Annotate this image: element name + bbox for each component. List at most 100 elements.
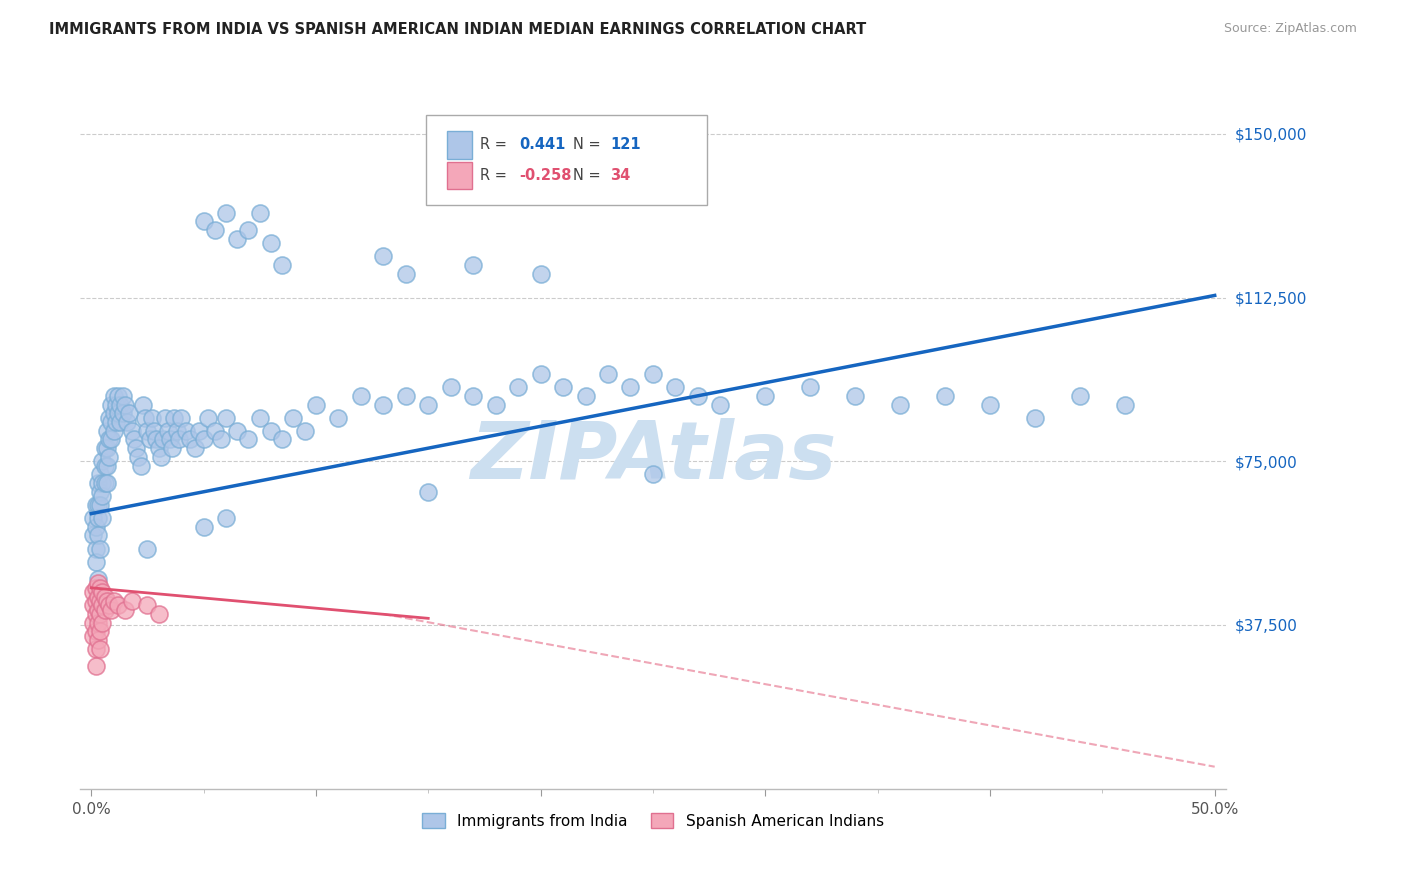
Point [249, 205, 271, 219]
Text: 0.441: 0.441 [519, 136, 565, 152]
Point [183, 441, 205, 455]
Point [136, 599, 159, 613]
Point [84, 498, 107, 512]
Point [84, 624, 107, 639]
Point [118, 406, 141, 420]
Point [529, 267, 551, 281]
Legend: Immigrants from India, Spanish American Indians: Immigrants from India, Spanish American … [416, 806, 890, 835]
Point [271, 258, 294, 272]
Point [82, 528, 104, 542]
Point [96, 594, 118, 608]
Point [170, 410, 193, 425]
Point [328, 410, 350, 425]
Point [197, 410, 219, 425]
Point [193, 433, 215, 447]
Point [103, 424, 125, 438]
Point [136, 541, 159, 556]
Point [82, 599, 104, 613]
Point [103, 406, 125, 420]
Point [238, 223, 260, 237]
Point [844, 389, 866, 403]
Point [84, 519, 107, 533]
Point [125, 441, 148, 455]
Point [82, 511, 104, 525]
Point [111, 389, 134, 403]
Point [350, 389, 373, 403]
Text: Source: ZipAtlas.com: Source: ZipAtlas.com [1223, 22, 1357, 36]
Point [211, 433, 233, 447]
Point [136, 424, 159, 438]
Point [96, 458, 118, 473]
Point [87, 576, 110, 591]
Point [145, 433, 167, 447]
Point [91, 599, 114, 613]
Point [193, 214, 215, 228]
Point [122, 433, 145, 447]
Point [283, 410, 305, 425]
Text: 34: 34 [610, 168, 631, 183]
Point [260, 424, 283, 438]
Text: N =: N = [572, 168, 600, 183]
Point [463, 389, 485, 403]
Point [226, 424, 249, 438]
Point [1069, 389, 1091, 403]
Point [91, 454, 114, 468]
Point [111, 406, 134, 420]
Point [574, 389, 596, 403]
Point [98, 410, 121, 425]
Point [395, 389, 418, 403]
Point [84, 594, 107, 608]
Point [1024, 410, 1046, 425]
Point [93, 458, 115, 473]
Point [89, 641, 111, 656]
Point [93, 476, 115, 491]
Point [96, 476, 118, 491]
Point [121, 594, 143, 608]
Point [141, 410, 163, 425]
Point [395, 267, 418, 281]
Text: 121: 121 [610, 136, 641, 152]
Point [163, 410, 186, 425]
Point [96, 441, 118, 455]
Point [148, 441, 170, 455]
Point [91, 489, 114, 503]
Point [215, 410, 238, 425]
Point [129, 458, 152, 473]
Point [89, 581, 111, 595]
Point [84, 607, 107, 621]
Point [100, 398, 122, 412]
Point [215, 511, 238, 525]
Point [100, 415, 122, 429]
Point [84, 641, 107, 656]
Point [156, 424, 179, 438]
Point [418, 398, 440, 412]
Point [114, 398, 136, 412]
Point [204, 424, 226, 438]
Point [204, 223, 226, 237]
Point [103, 594, 125, 608]
Point [89, 607, 111, 621]
Point [104, 398, 127, 412]
Point [104, 415, 127, 429]
Text: -0.258: -0.258 [519, 168, 571, 183]
Point [979, 398, 1001, 412]
Point [110, 415, 132, 429]
Point [934, 389, 956, 403]
Point [179, 433, 201, 447]
Point [87, 511, 110, 525]
Point [159, 433, 181, 447]
Point [87, 572, 110, 586]
Point [641, 367, 664, 381]
Point [1114, 398, 1136, 412]
Point [89, 594, 111, 608]
Point [107, 599, 129, 613]
Point [91, 585, 114, 599]
Point [149, 450, 172, 464]
Point [664, 380, 686, 394]
Point [238, 433, 260, 447]
Point [506, 380, 529, 394]
Point [84, 541, 107, 556]
Point [100, 433, 122, 447]
Text: IMMIGRANTS FROM INDIA VS SPANISH AMERICAN INDIAN MEDIAN EARNINGS CORRELATION CHA: IMMIGRANTS FROM INDIA VS SPANISH AMERICA… [49, 22, 866, 37]
Point [152, 433, 174, 447]
